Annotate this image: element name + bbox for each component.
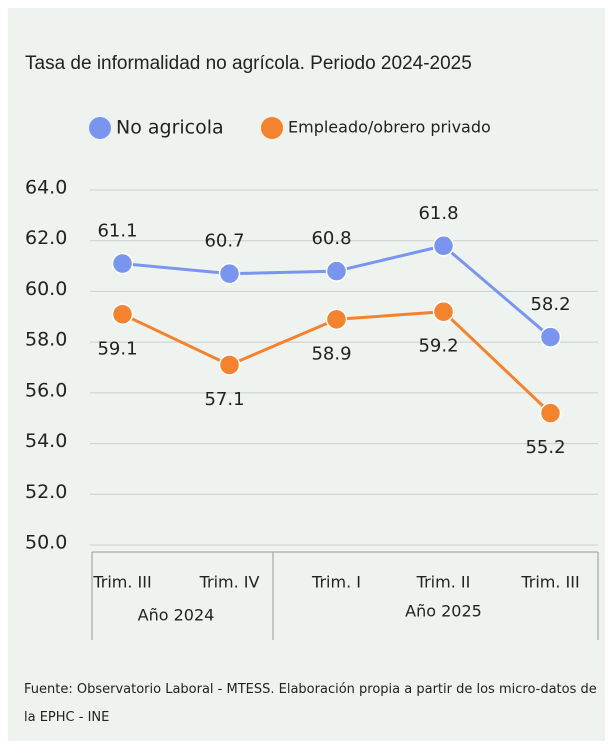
x-tick-label: Trim. III: [520, 573, 579, 592]
data-point: [325, 260, 348, 282]
data-label: 60.7: [204, 231, 244, 252]
x-tick-label: Trim. II: [416, 573, 471, 592]
data-point: [111, 252, 134, 275]
y-tick-label: 60.0: [25, 278, 67, 300]
y-tick-label: 62.0: [25, 227, 67, 249]
data-point: [111, 303, 134, 325]
data-label: 61.1: [97, 221, 137, 242]
chart-title: Tasa de informalidad no agrícola. Period…: [25, 53, 472, 74]
data-label: 60.8: [311, 228, 351, 249]
y-tick-label: 64.0: [25, 177, 67, 199]
data-label: 55.2: [525, 437, 565, 458]
data-point: [432, 235, 455, 257]
data-label: 59.1: [97, 338, 137, 359]
data-label: 58.9: [311, 343, 351, 364]
data-point: [539, 326, 562, 348]
data-point: [325, 308, 348, 331]
legend-swatch: [261, 117, 283, 139]
legend-label: Empleado/obrero privado: [288, 118, 491, 137]
x-tick-label: Trim. I: [311, 573, 361, 592]
x-tick-label: Trim. IV: [199, 573, 260, 592]
data-point: [539, 402, 562, 424]
data-label: 61.8: [418, 203, 458, 224]
legend-label: No agricola: [116, 117, 224, 139]
legend-swatch: [89, 117, 111, 139]
x-tick-label: Trim. III: [92, 573, 151, 592]
data-point: [432, 300, 455, 323]
group-label: Año 2024: [138, 606, 215, 625]
group-label: Año 2025: [405, 602, 482, 621]
y-tick-label: 56.0: [25, 379, 67, 401]
y-tick-label: 58.0: [25, 329, 67, 351]
data-label: 59.2: [418, 336, 458, 357]
data-point: [218, 262, 241, 285]
data-point: [218, 354, 241, 376]
data-label: 57.1: [204, 389, 244, 410]
data-label: 58.2: [530, 294, 570, 315]
y-tick-label: 52.0: [25, 481, 67, 503]
y-tick-label: 50.0: [25, 532, 67, 554]
source-note: Fuente: Observatorio Laboral - MTESS. El…: [24, 682, 597, 725]
y-tick-label: 54.0: [25, 430, 67, 452]
